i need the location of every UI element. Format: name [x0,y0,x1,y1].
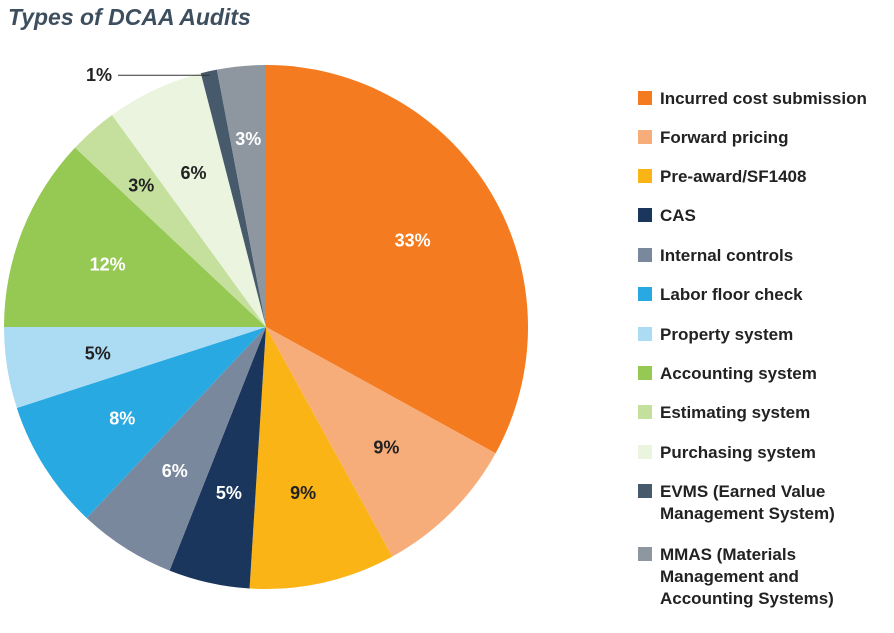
legend-label: EVMS (Earned Value Management System) [660,482,835,523]
legend-label: Estimating system [660,403,811,422]
slice-label: 12% [90,254,126,274]
slice-label: 5% [85,344,111,364]
legend-swatch [638,484,652,498]
slice-label: 3% [235,129,261,149]
pie-slice [16,327,266,518]
legend-label: Property system [660,325,794,344]
legend-swatch [638,91,652,105]
pie-slice [112,73,266,328]
legend-label: Pre-award/SF1408 [660,167,807,186]
legend-label: Accounting system [660,364,817,383]
pie-slice [169,327,266,589]
slice-label: 8% [109,408,135,428]
legend-swatch [638,327,652,341]
slice-label: 9% [290,483,316,503]
legend-item: Pre-award/SF1408 [638,166,894,188]
slice-label: 3% [128,175,154,195]
legend-swatch [638,248,652,262]
legend-item: EVMS (Earned Value Management System) [638,481,894,525]
pie-slice [266,65,528,454]
legend-swatch [638,287,652,301]
legend-item: Incurred cost submission [638,88,894,110]
legend-swatch [638,130,652,144]
pie-slice [200,69,266,327]
legend-swatch [638,547,652,561]
pie-slice [249,327,393,589]
pie-slice [266,327,496,557]
legend-swatch [638,405,652,419]
slice-label: 6% [162,461,188,481]
legend-item: Forward pricing [638,127,894,149]
pie-slice [216,65,266,327]
slice-label: 9% [373,437,399,457]
legend-item: Labor floor check [638,284,894,306]
slice-label: 33% [395,230,431,250]
legend-label: Labor floor check [660,285,803,304]
slice-label: 5% [216,483,242,503]
pie-slice [75,115,266,328]
slice-label: 1% [86,65,112,85]
legend-label: Forward pricing [660,128,789,147]
legend-item: Property system [638,324,894,346]
legend-label: Incurred cost submission [660,89,867,108]
slice-label: 6% [180,163,206,183]
legend-label: Internal controls [660,246,794,265]
legend-item: Accounting system [638,363,894,385]
legend-item: CAS [638,205,894,227]
legend-label: CAS [660,206,696,225]
legend-swatch [638,445,652,459]
legend-label: Purchasing system [660,443,816,462]
legend-item: Internal controls [638,245,894,267]
legend-label: MMAS (Materials Management and Accountin… [660,545,834,608]
legend-item: MMAS (Materials Management and Accountin… [638,544,894,610]
legend-swatch [638,169,652,183]
pie-slice [4,327,266,408]
legend-item: Purchasing system [638,442,894,464]
legend-item: Estimating system [638,402,894,424]
pie-slice [86,327,267,571]
legend-swatch [638,208,652,222]
chart-title: Types of DCAA Audits [8,4,251,30]
legend-swatch [638,366,652,380]
pie-slice [4,147,266,327]
